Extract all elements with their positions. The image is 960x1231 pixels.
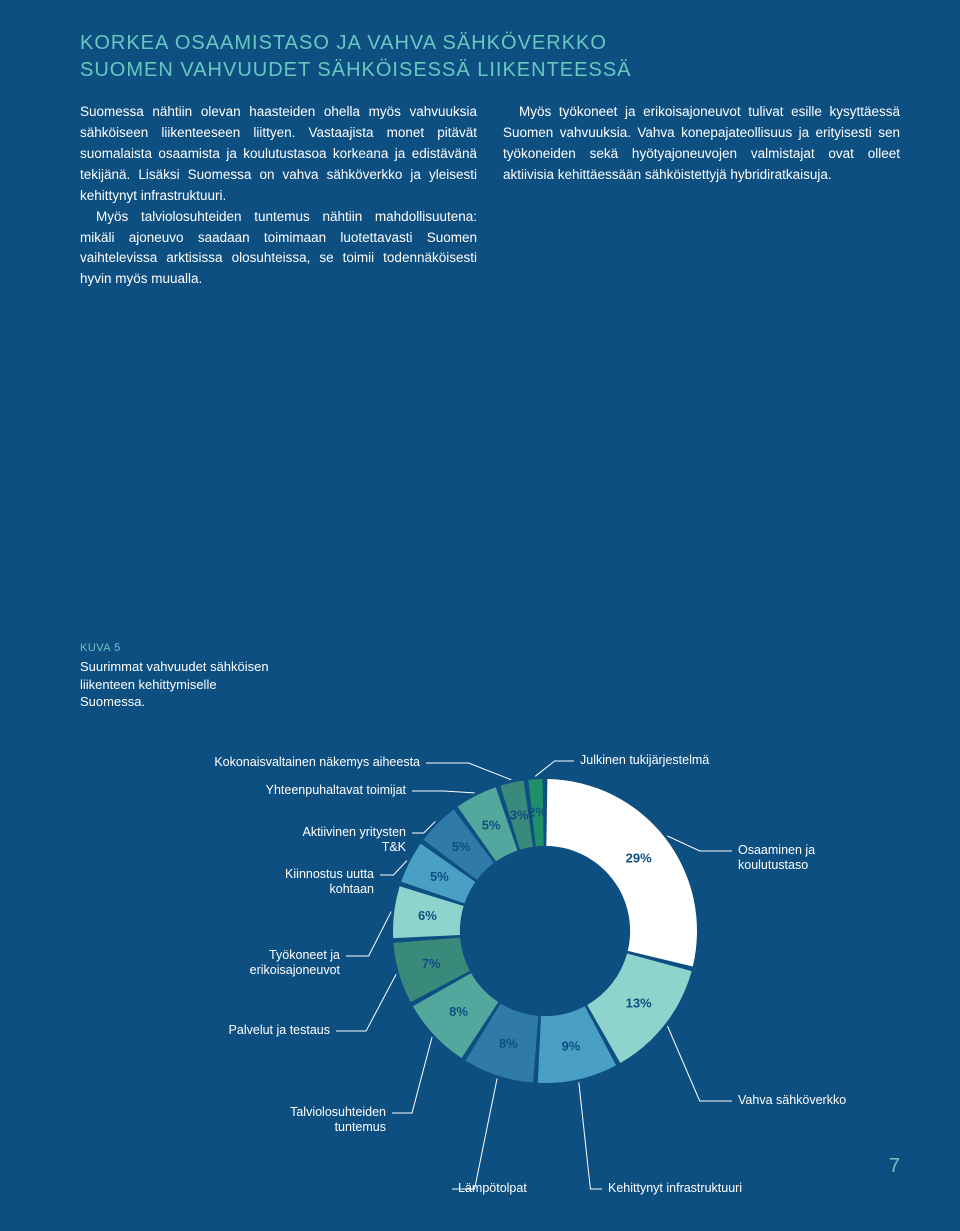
segment-label: Työkoneet ja erikoisajoneuvot: [190, 948, 340, 979]
segment-pct: 8%: [449, 1004, 468, 1019]
leader-line: [452, 1078, 497, 1189]
segment-pct: 29%: [626, 850, 652, 865]
segment-label: Palvelut ja testaus: [180, 1023, 330, 1039]
segment-label: Kiinnostus uutta kohtaan: [244, 867, 374, 898]
segment-pct: 5%: [452, 839, 471, 854]
segment-pct: 6%: [418, 908, 437, 923]
segment-label: Talviolosuhteiden tuntemus: [236, 1105, 386, 1136]
segment-pct: 13%: [626, 995, 652, 1010]
segment-label: Aktiivinen yritysten T&K: [276, 825, 406, 856]
col1-p2: Myös talviolosuhteiden tuntemus nähtiin …: [80, 207, 477, 291]
figure-caption: Suurimmat vahvuudet sähköisen liikenteen…: [80, 658, 280, 711]
body-col-right: Myös työkoneet ja erikoisajoneuvot tuliv…: [503, 102, 900, 290]
segment-pct: 8%: [499, 1035, 518, 1050]
segment-label: Yhteenpuhaltavat toimijat: [206, 783, 406, 799]
body-text: Suomessa nähtiin olevan haasteiden ohell…: [80, 102, 900, 290]
segment-label: Kehittynyt infrastruktuuri: [608, 1181, 768, 1197]
segment-label: Lämpötolpat: [458, 1181, 578, 1197]
segment-pct: 2%: [528, 804, 547, 819]
donut-chart: 29%13%9%8%8%7%6%5%5%5%3%2% Osaaminen ja …: [80, 711, 900, 1191]
donut-segment: [546, 779, 697, 966]
donut-svg: 29%13%9%8%8%7%6%5%5%5%3%2%: [385, 771, 705, 1091]
segment-label: Kokonaisvaltainen näkemys aiheesta: [160, 755, 420, 771]
title-line2: SUOMEN VAHVUUDET SÄHKÖISESSÄ LIIKENTEESS…: [80, 59, 632, 81]
page-title: KORKEA OSAAMISTASO JA VAHVA SÄHKÖVERKKO …: [80, 30, 900, 84]
leader-line: [579, 1082, 602, 1189]
segment-pct: 9%: [561, 1038, 580, 1053]
col1-p1: Suomessa nähtiin olevan haasteiden ohell…: [80, 102, 477, 207]
figure-5: KUVA 5 Suurimmat vahvuudet sähköisen lii…: [80, 642, 900, 1191]
body-col-left: Suomessa nähtiin olevan haasteiden ohell…: [80, 102, 477, 290]
segment-label: Vahva sähköverkko: [738, 1093, 878, 1109]
figure-label: KUVA 5: [80, 642, 900, 654]
segment-label: Julkinen tukijärjestelmä: [580, 753, 780, 769]
segment-pct: 7%: [422, 956, 441, 971]
page-number: 7: [889, 1155, 900, 1178]
segment-pct: 5%: [482, 817, 501, 832]
segment-label: Osaaminen ja koulutustaso: [738, 843, 878, 874]
segment-pct: 5%: [430, 869, 449, 884]
col2-p1: Myös työkoneet ja erikoisajoneuvot tuliv…: [503, 102, 900, 186]
segment-pct: 3%: [510, 807, 529, 822]
title-line1: KORKEA OSAAMISTASO JA VAHVA SÄHKÖVERKKO: [80, 32, 607, 54]
